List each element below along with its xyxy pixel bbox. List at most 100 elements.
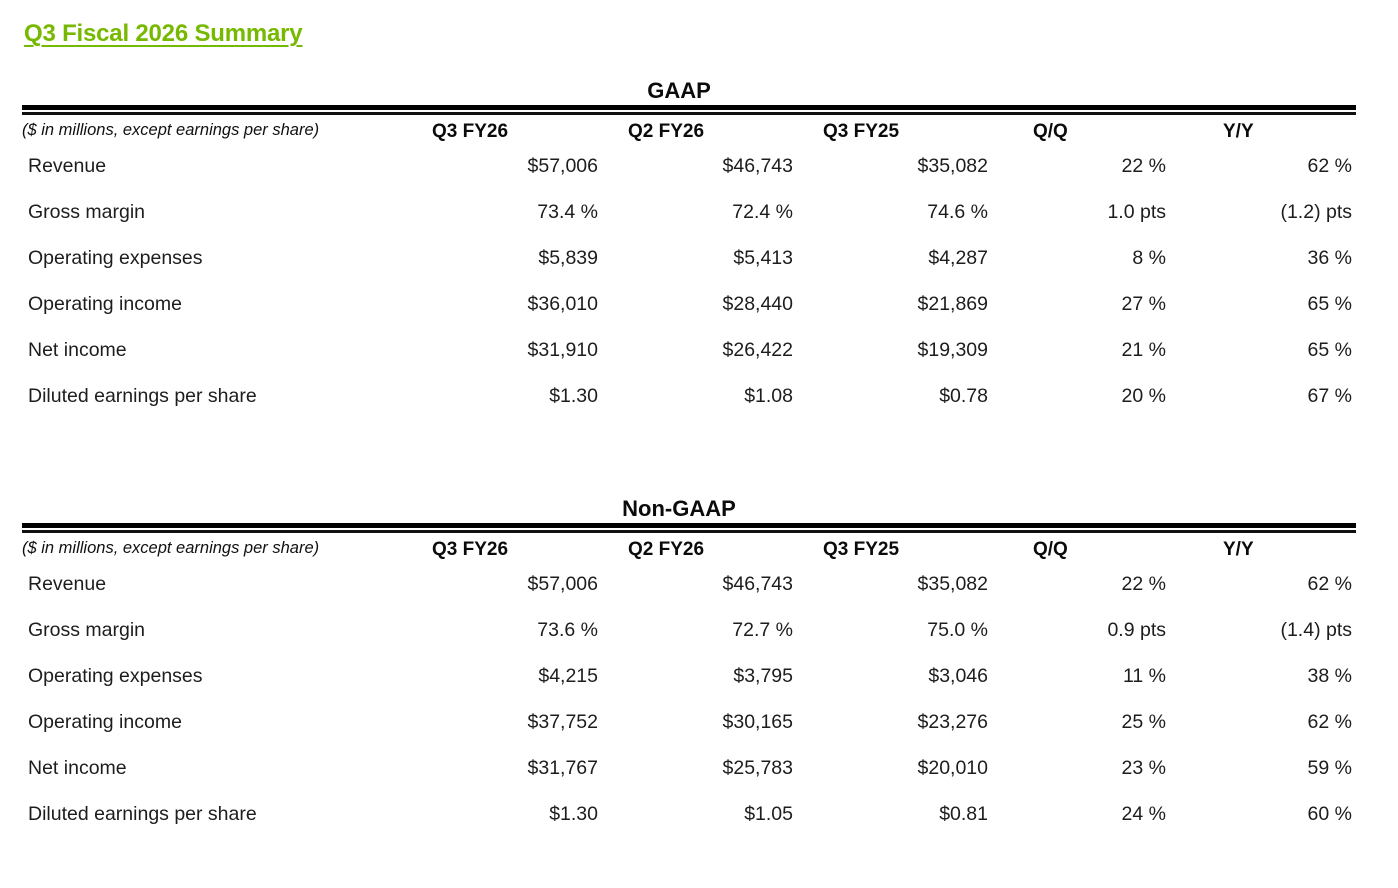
row-value: 8 % xyxy=(1132,247,1166,269)
row-value: 74.6 % xyxy=(927,201,988,223)
row-label: Gross margin xyxy=(28,201,146,223)
gaap-table-section: GAAP ($ in millions, except earnings per… xyxy=(22,78,1356,419)
row-value: $1.30 xyxy=(549,803,598,825)
row-label: Gross margin xyxy=(28,619,146,641)
row-value: $1.08 xyxy=(744,385,793,407)
row-label: Operating expenses xyxy=(28,247,203,269)
row-value: $1.05 xyxy=(744,803,793,825)
row-label: Net income xyxy=(28,339,127,361)
table-row: Net income $31,767 $25,783 $20,010 23 % … xyxy=(22,745,1356,791)
row-value: 60 % xyxy=(1307,803,1352,825)
table-row: Revenue $57,006 $46,743 $35,082 22 % 62 … xyxy=(22,561,1356,607)
gaap-table: ($ in millions, except earnings per shar… xyxy=(22,121,1356,419)
row-value: $1.30 xyxy=(549,385,598,407)
row-value: 22 % xyxy=(1121,155,1166,177)
row-value: 22 % xyxy=(1121,573,1166,595)
row-value: $20,010 xyxy=(917,757,989,779)
non-gaap-top-rule xyxy=(22,523,1356,530)
row-label: Diluted earnings per share xyxy=(28,385,257,407)
table-row: Operating income $36,010 $28,440 $21,869… xyxy=(22,281,1356,327)
non-gaap-col-header-yoy: Y/Y xyxy=(1223,539,1254,560)
row-value: $35,082 xyxy=(917,155,989,177)
row-value: $4,215 xyxy=(538,665,598,687)
section-title-gaap: GAAP xyxy=(647,78,711,103)
table-row: Diluted earnings per share $1.30 $1.08 $… xyxy=(22,373,1356,419)
gaap-top-rule xyxy=(22,105,1356,112)
row-value: 11 % xyxy=(1123,665,1166,687)
row-value: 75.0 % xyxy=(927,619,988,641)
row-value: 59 % xyxy=(1307,757,1352,779)
row-value: $31,767 xyxy=(527,757,599,779)
row-value: $5,413 xyxy=(733,247,793,269)
row-value: $19,309 xyxy=(917,339,989,361)
row-value: $3,046 xyxy=(928,665,988,687)
table-row: Operating income $37,752 $30,165 $23,276… xyxy=(22,699,1356,745)
row-value: $0.81 xyxy=(939,803,988,825)
row-value: 73.6 % xyxy=(537,619,598,641)
row-value: 65 % xyxy=(1307,339,1352,361)
gaap-col-header-yoy: Y/Y xyxy=(1223,121,1254,142)
non-gaap-header-row: ($ in millions, except earnings per shar… xyxy=(22,539,1356,561)
row-value: $23,276 xyxy=(917,711,989,733)
table-row: Revenue $57,006 $46,743 $35,082 22 % 62 … xyxy=(22,143,1356,189)
section-title-non-gaap: Non-GAAP xyxy=(622,496,736,521)
row-value: 1.0 pts xyxy=(1107,201,1166,223)
row-value: $0.78 xyxy=(939,385,988,407)
row-value: 62 % xyxy=(1307,155,1352,177)
row-value: $21,869 xyxy=(917,293,989,315)
non-gaap-col-header-q3fy25: Q3 FY25 xyxy=(823,539,900,560)
row-value: 25 % xyxy=(1121,711,1166,733)
row-value: $26,422 xyxy=(722,339,794,361)
row-value: 72.7 % xyxy=(732,619,793,641)
row-label: Revenue xyxy=(28,155,107,177)
row-label: Revenue xyxy=(28,573,107,595)
table-row: Net income $31,910 $26,422 $19,309 21 % … xyxy=(22,327,1356,373)
row-label: Operating income xyxy=(28,711,182,733)
table-row: Operating expenses $4,215 $3,795 $3,046 … xyxy=(22,653,1356,699)
non-gaap-col-header-q3fy26: Q3 FY26 xyxy=(432,539,509,560)
row-value: 38 % xyxy=(1307,665,1352,687)
non-gaap-unit-note: ($ in millions, except earnings per shar… xyxy=(22,539,320,557)
gaap-col-header-q3fy26: Q3 FY26 xyxy=(432,121,509,142)
non-gaap-col-header-qoq: Q/Q xyxy=(1033,539,1068,560)
row-value: 24 % xyxy=(1121,803,1166,825)
row-value: $3,795 xyxy=(733,665,793,687)
row-value: $57,006 xyxy=(527,155,599,177)
row-value: (1.4) pts xyxy=(1280,619,1352,641)
row-value: 23 % xyxy=(1121,757,1166,779)
row-value: $31,910 xyxy=(527,339,599,361)
table-row: Operating expenses $5,839 $5,413 $4,287 … xyxy=(22,235,1356,281)
row-value: $46,743 xyxy=(722,573,794,595)
row-value: 67 % xyxy=(1307,385,1352,407)
gaap-col-header-q3fy25: Q3 FY25 xyxy=(823,121,900,142)
row-value: $57,006 xyxy=(527,573,599,595)
row-value: 65 % xyxy=(1307,293,1352,315)
row-value: 36 % xyxy=(1307,247,1352,269)
row-value: $4,287 xyxy=(928,247,988,269)
non-gaap-table: ($ in millions, except earnings per shar… xyxy=(22,539,1356,837)
gaap-header-row: ($ in millions, except earnings per shar… xyxy=(22,121,1356,143)
row-value: $30,165 xyxy=(722,711,794,733)
row-label: Net income xyxy=(28,757,127,779)
row-value: 73.4 % xyxy=(537,201,598,223)
table-row: Gross margin 73.6 % 72.7 % 75.0 % 0.9 pt… xyxy=(22,607,1356,653)
row-label: Operating income xyxy=(28,293,182,315)
non-gaap-table-section: Non-GAAP ($ in millions, except earnings… xyxy=(22,496,1356,837)
table-row: Gross margin 73.4 % 72.4 % 74.6 % 1.0 pt… xyxy=(22,189,1356,235)
row-value: 62 % xyxy=(1307,573,1352,595)
row-value: $35,082 xyxy=(917,573,989,595)
row-value: $25,783 xyxy=(722,757,794,779)
row-label: Diluted earnings per share xyxy=(28,803,257,825)
row-value: 72.4 % xyxy=(732,201,793,223)
row-value: 21 % xyxy=(1121,339,1166,361)
row-value: 27 % xyxy=(1121,293,1166,315)
page-title: Q3 Fiscal 2026 Summary xyxy=(24,20,303,47)
row-value: $28,440 xyxy=(722,293,794,315)
row-value: 20 % xyxy=(1121,385,1166,407)
table-row: Diluted earnings per share $1.30 $1.05 $… xyxy=(22,791,1356,837)
gaap-col-header-qoq: Q/Q xyxy=(1033,121,1068,142)
gaap-col-header-q2fy26: Q2 FY26 xyxy=(628,121,705,142)
row-value: (1.2) pts xyxy=(1280,201,1352,223)
row-value: 62 % xyxy=(1307,711,1352,733)
